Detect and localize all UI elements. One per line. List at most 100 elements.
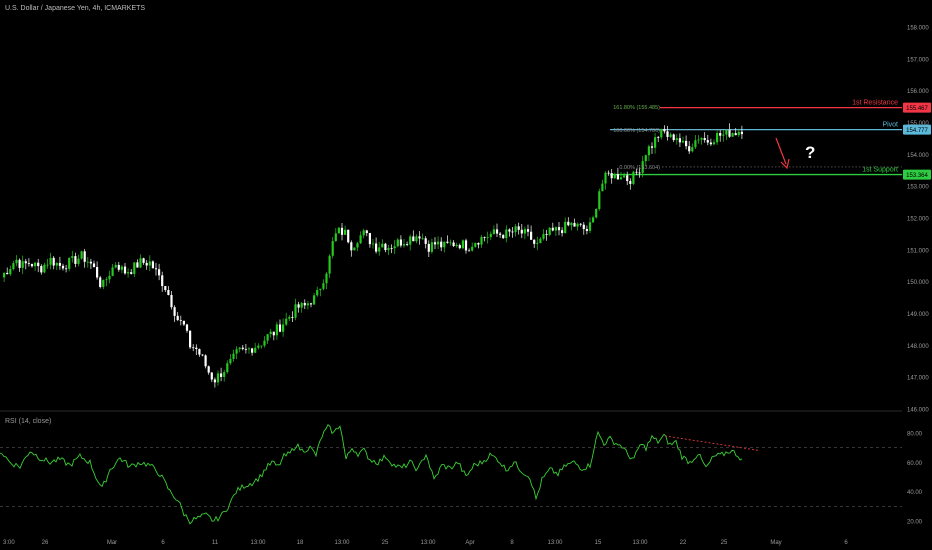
candle-body: [127, 272, 130, 274]
candle-body: [254, 347, 257, 353]
candle-body: [309, 303, 313, 305]
rsi-indicator-label: RSI (14, close): [5, 418, 52, 425]
candle-body: [30, 263, 34, 267]
candle-body: [725, 129, 728, 135]
level-price-label-1: 154.777: [906, 128, 928, 134]
candle-body: [551, 227, 554, 231]
candle-body: [130, 272, 133, 274]
candle-body: [291, 317, 294, 318]
candle-body: [344, 229, 347, 235]
candle-body: [241, 347, 244, 349]
candle-body: [418, 236, 421, 239]
candle-body: [294, 304, 297, 318]
candle-body: [201, 354, 204, 356]
candle-body: [660, 128, 663, 138]
candlestick-series: [3, 123, 743, 388]
time-tick-label: 18: [297, 540, 304, 546]
candle-body: [632, 171, 635, 184]
candle-body: [350, 242, 353, 251]
candle-body: [108, 275, 111, 280]
time-tick-label: 6: [161, 540, 165, 546]
candle-body: [446, 241, 449, 243]
candle-body: [709, 142, 712, 145]
candle-body: [55, 263, 58, 266]
candle-body: [526, 229, 530, 232]
candle-body: [635, 171, 638, 173]
candle-body: [539, 238, 542, 244]
price-tick-label: 149.000: [907, 312, 929, 318]
candle-body: [433, 242, 437, 245]
candle-body: [486, 236, 489, 238]
candle-body: [65, 268, 68, 270]
candle-body: [40, 266, 43, 273]
candle-body: [68, 257, 71, 269]
candle-body: [306, 303, 309, 306]
candle-body: [282, 324, 285, 332]
level-price-label-0: 155.467: [906, 106, 928, 112]
time-tick-label: 15: [595, 540, 602, 546]
candle-body: [657, 137, 660, 138]
time-tick-label: Mar: [107, 540, 117, 546]
candle-body: [74, 256, 77, 264]
candle-body: [154, 268, 158, 270]
candle-body: [567, 221, 570, 226]
candle-body: [198, 349, 201, 355]
candle-body: [499, 233, 502, 235]
candle-body: [691, 147, 694, 152]
candle-body: [613, 174, 616, 179]
candle-body: [375, 243, 378, 252]
candle-body: [610, 173, 613, 179]
candle-body: [619, 177, 623, 180]
price-tick-label: 154.000: [907, 153, 929, 159]
candle-body: [675, 138, 678, 141]
candle-body: [626, 175, 629, 182]
candle-body: [328, 255, 331, 274]
candle-body: [623, 175, 626, 178]
candle-body: [365, 230, 368, 234]
candle-body: [120, 266, 123, 270]
candle-body: [37, 262, 40, 267]
candle-body: [508, 229, 511, 232]
rsi-tick-label: 60.00: [907, 461, 923, 467]
candle-body: [505, 229, 508, 239]
candle-body: [437, 241, 440, 245]
candle-body: [650, 146, 654, 148]
candle-body: [313, 295, 316, 305]
candle-body: [461, 240, 464, 249]
candle-body: [489, 233, 492, 237]
candle-body: [530, 231, 533, 240]
time-tick-label: 22: [680, 540, 687, 546]
price-tick-label: 153.000: [907, 185, 929, 191]
candle-body: [511, 231, 514, 233]
rsi-tick-label: 80.00: [907, 432, 923, 438]
candle-body: [356, 243, 359, 248]
time-tick-label: 13:00: [334, 540, 350, 546]
candle-body: [6, 272, 9, 275]
candle-body: [99, 277, 102, 287]
price-tick-label: 146.000: [907, 408, 929, 414]
candle-body: [347, 229, 350, 243]
candle-body: [415, 236, 418, 242]
candle-body: [722, 134, 725, 136]
candle-body: [192, 347, 195, 349]
candle-body: [220, 373, 223, 377]
projection-arrow: [775, 137, 787, 165]
candle-body: [387, 248, 390, 251]
candle-body: [378, 247, 381, 252]
candle-body: [257, 345, 260, 348]
candle-body: [520, 229, 523, 234]
candle-body: [49, 257, 52, 265]
candle-body: [319, 288, 322, 290]
candle-body: [443, 241, 446, 248]
candle-body: [229, 358, 232, 364]
time-tick-label: 26: [42, 540, 49, 546]
candle-body: [654, 137, 657, 148]
candle-body: [477, 243, 480, 245]
candle-body: [681, 140, 685, 143]
candle-body: [412, 236, 415, 242]
candle-body: [688, 146, 691, 152]
candle-body: [92, 263, 96, 268]
time-tick-label: 3:00: [3, 540, 15, 546]
candle-body: [641, 161, 644, 173]
